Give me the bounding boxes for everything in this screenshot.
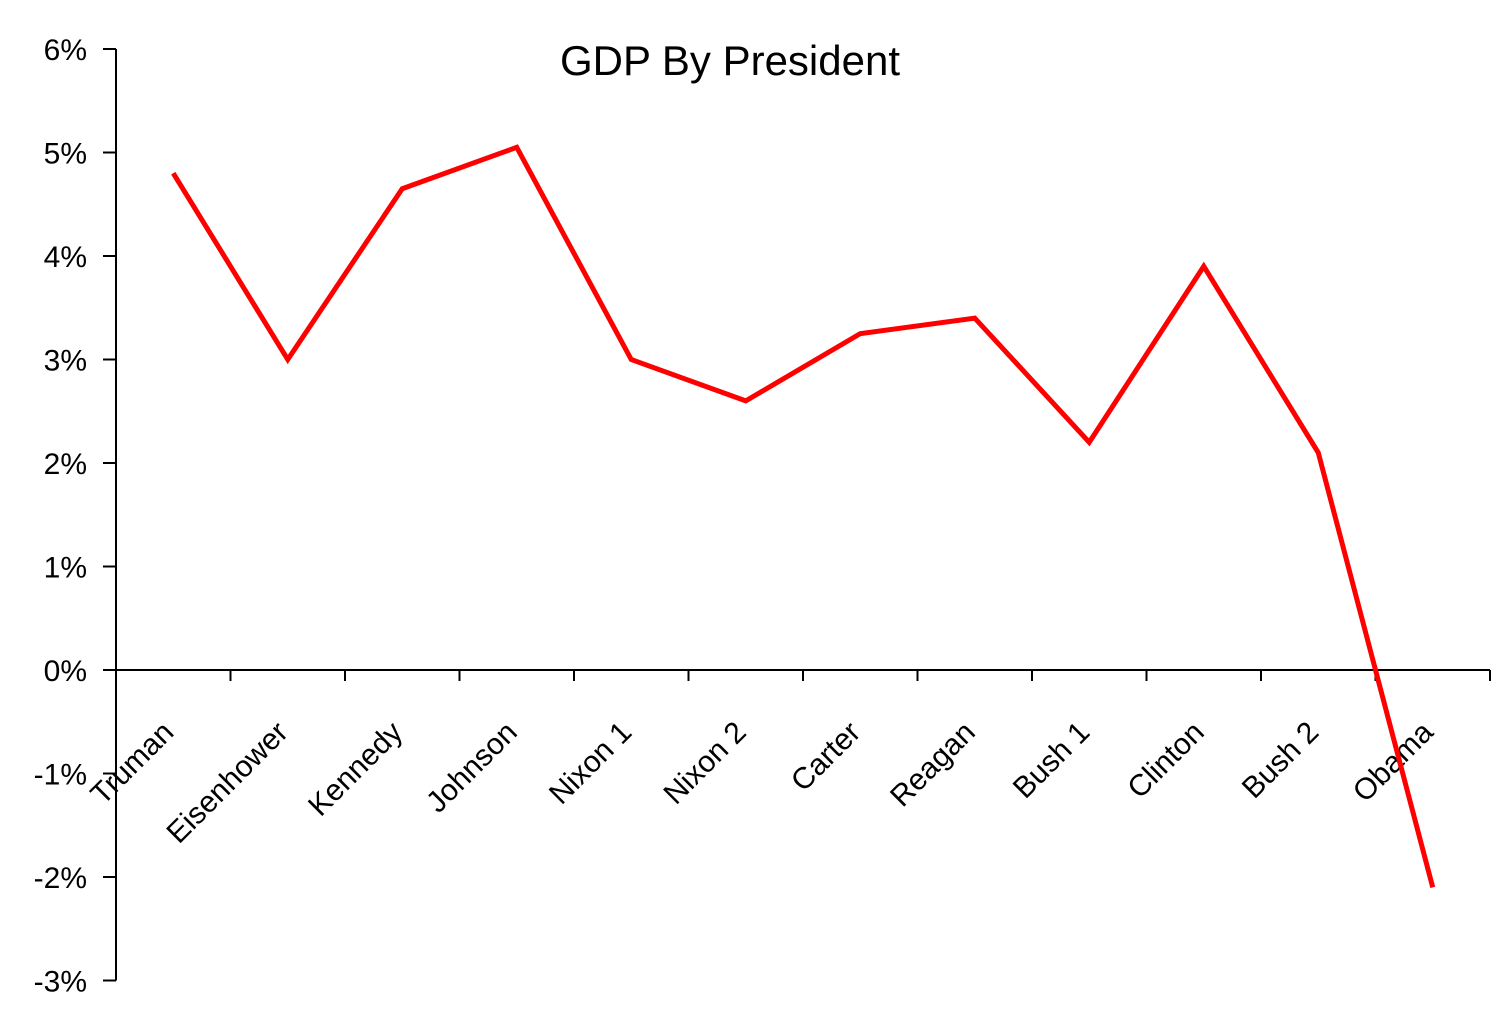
x-axis-category-label: Kennedy <box>302 716 409 823</box>
y-axis-tick-label: -1% <box>34 759 87 792</box>
x-axis-category-label: Carter <box>785 716 867 798</box>
x-axis-category-label: Truman <box>85 716 181 812</box>
y-axis-tick-label: -2% <box>34 862 87 895</box>
y-axis-tick-label: 6% <box>44 34 87 67</box>
y-axis-tick-label: 5% <box>44 138 87 171</box>
x-axis-category-label: Bush 2 <box>1236 716 1325 805</box>
x-axis-category-label: Nixon 2 <box>657 716 752 811</box>
x-axis-category-label: Johnson <box>420 716 524 820</box>
x-axis-category-label: Reagan <box>884 716 982 814</box>
gdp-data-line <box>171 144 1436 888</box>
chart-title: GDP By President <box>560 37 900 84</box>
y-axis-tick-label: 0% <box>44 655 87 688</box>
x-axis-category-label: Bush 1 <box>1007 716 1096 805</box>
y-axis-tick-label: 2% <box>44 448 87 481</box>
y-axis-tick-label: 1% <box>44 552 87 585</box>
y-axis-tick-label: 4% <box>44 241 87 274</box>
x-axis-category-label: Nixon 1 <box>543 716 638 811</box>
x-axis-category-label: Clinton <box>1121 716 1210 805</box>
y-axis-tick-label: -3% <box>34 966 87 999</box>
y-axis-tick-label: 3% <box>44 345 87 378</box>
x-axis-category-label: Eisenhower <box>161 716 295 850</box>
